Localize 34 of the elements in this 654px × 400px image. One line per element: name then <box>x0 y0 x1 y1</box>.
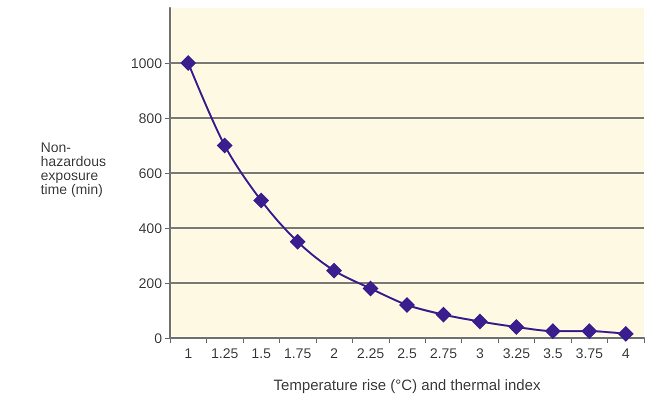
point <box>581 323 598 340</box>
x-tick-label: 1.5 <box>251 345 272 361</box>
x-tick-label: 2 <box>330 345 338 361</box>
point <box>544 323 561 340</box>
y-tick-label: 800 <box>138 110 162 126</box>
x-tick-label: 2.75 <box>430 345 458 361</box>
point <box>435 306 452 323</box>
x-tick-label: 4 <box>622 345 630 361</box>
x-tick-label: 2.25 <box>356 345 384 361</box>
y-tick-label: 600 <box>138 165 162 181</box>
point <box>362 280 379 296</box>
point <box>180 55 196 71</box>
point <box>399 297 415 313</box>
y-tick-label: 400 <box>138 220 162 236</box>
point <box>326 262 342 279</box>
y-tick-label: 200 <box>138 275 162 291</box>
x-tick-label: 3.75 <box>576 345 604 361</box>
x-tick-label: 3.25 <box>502 345 530 361</box>
point <box>508 319 524 335</box>
x-tick-label: 2.5 <box>397 345 417 361</box>
x-tick-label: 1 <box>184 345 192 361</box>
point <box>290 234 306 250</box>
x-tick-label: 3.5 <box>543 345 563 361</box>
x-axis-title: Temperature rise (°C) and thermal index <box>274 377 541 394</box>
x-tick-label: 1.75 <box>284 345 312 361</box>
x-tick-label: 3 <box>476 345 484 361</box>
y-tick-label: 0 <box>154 330 162 346</box>
point <box>253 192 270 208</box>
point <box>618 326 634 342</box>
y-axis-title: Non- hazardous exposure time (min) <box>40 139 106 197</box>
x-tick-label: 1.25 <box>211 345 239 361</box>
y-tick-label: 1000 <box>130 55 162 71</box>
point <box>472 314 488 330</box>
point <box>216 138 233 154</box>
